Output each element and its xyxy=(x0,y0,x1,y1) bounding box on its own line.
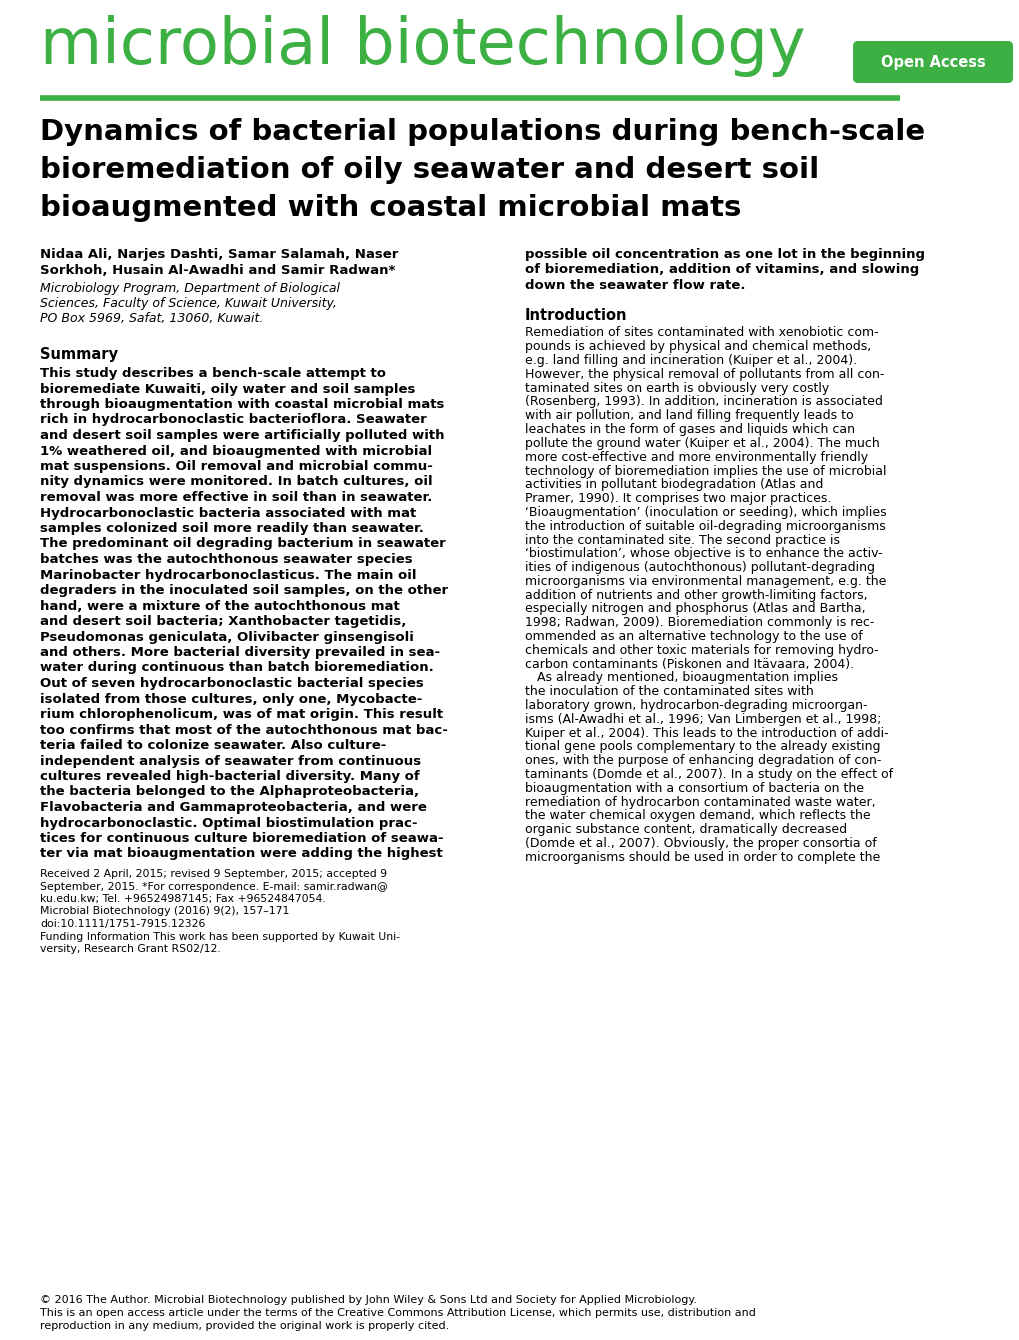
Text: bioaugmentation with a consortium of bacteria on the: bioaugmentation with a consortium of bac… xyxy=(525,783,863,795)
Text: with air pollution, and land filling frequently leads to: with air pollution, and land filling fre… xyxy=(525,409,853,422)
Text: removal was more effective in soil than in seawater.: removal was more effective in soil than … xyxy=(40,490,432,504)
Text: the inoculation of the contaminated sites with: the inoculation of the contaminated site… xyxy=(525,685,813,698)
Text: Summary: Summary xyxy=(40,347,118,362)
Text: more cost-effective and more environmentally friendly: more cost-effective and more environment… xyxy=(525,450,867,464)
Text: As already mentioned, bioaugmentation implies: As already mentioned, bioaugmentation im… xyxy=(525,671,838,685)
Text: Microbiology Program, Department of Biological: Microbiology Program, Department of Biol… xyxy=(40,281,339,295)
Text: samples colonized soil more readily than seawater.: samples colonized soil more readily than… xyxy=(40,523,424,535)
Text: the introduction of suitable oil-degrading microorganisms: the introduction of suitable oil-degradi… xyxy=(525,520,884,533)
Text: PO Box 5969, Safat, 13060, Kuwait.: PO Box 5969, Safat, 13060, Kuwait. xyxy=(40,312,263,326)
Text: carbon contaminants (Piskonen and Itävaara, 2004).: carbon contaminants (Piskonen and Itävaa… xyxy=(525,658,853,671)
Text: This is an open access article under the terms of the Creative Commons Attributi: This is an open access article under the… xyxy=(40,1308,755,1319)
Text: especially nitrogen and phosphorus (Atlas and Bartha,: especially nitrogen and phosphorus (Atla… xyxy=(525,603,865,615)
Text: pounds is achieved by physical and chemical methods,: pounds is achieved by physical and chemi… xyxy=(525,340,870,354)
Text: versity, Research Grant RS02/12.: versity, Research Grant RS02/12. xyxy=(40,943,220,954)
Text: (Domde et al., 2007). Obviously, the proper consortia of: (Domde et al., 2007). Obviously, the pro… xyxy=(525,838,876,850)
Text: © 2016 The Author. Microbial Biotechnology published by John Wiley & Sons Ltd an: © 2016 The Author. Microbial Biotechnolo… xyxy=(40,1294,696,1305)
Text: microorganisms should be used in order to complete the: microorganisms should be used in order t… xyxy=(525,851,879,864)
Text: ‘Bioaugmentation’ (inoculation or seeding), which implies: ‘Bioaugmentation’ (inoculation or seedin… xyxy=(525,507,886,519)
Text: Nidaa Ali, Narjes Dashti, Samar Salamah, Naser: Nidaa Ali, Narjes Dashti, Samar Salamah,… xyxy=(40,248,398,261)
Text: technology of bioremediation implies the use of microbial: technology of bioremediation implies the… xyxy=(525,465,886,477)
Text: However, the physical removal of pollutants from all con-: However, the physical removal of polluta… xyxy=(525,369,883,381)
Text: cultures revealed high-bacterial diversity. Many of: cultures revealed high-bacterial diversi… xyxy=(40,770,420,783)
Text: ‘biostimulation’, whose objective is to enhance the activ-: ‘biostimulation’, whose objective is to … xyxy=(525,547,881,560)
Text: Microbial Biotechnology (2016) 9(2), 157–171: Microbial Biotechnology (2016) 9(2), 157… xyxy=(40,906,289,917)
Text: teria failed to colonize seawater. Also culture-: teria failed to colonize seawater. Also … xyxy=(40,738,386,752)
Text: Marinobacter hydrocarbonoclasticus. The main oil: Marinobacter hydrocarbonoclasticus. The … xyxy=(40,568,416,582)
Text: Sorkhoh, Husain Al-Awadhi and Samir Radwan*: Sorkhoh, Husain Al-Awadhi and Samir Radw… xyxy=(40,264,395,277)
Text: isms (Al-Awadhi et al., 1996; Van Limbergen et al., 1998;: isms (Al-Awadhi et al., 1996; Van Limber… xyxy=(525,713,880,726)
Text: isolated from those cultures, only one, Mycobacte-: isolated from those cultures, only one, … xyxy=(40,693,422,705)
Text: and desert soil samples were artificially polluted with: and desert soil samples were artificiall… xyxy=(40,429,444,442)
Text: organic substance content, dramatically decreased: organic substance content, dramatically … xyxy=(525,823,847,836)
Text: through bioaugmentation with coastal microbial mats: through bioaugmentation with coastal mic… xyxy=(40,398,444,411)
Text: taminated sites on earth is obviously very costly: taminated sites on earth is obviously ve… xyxy=(525,382,828,395)
Text: pollute the ground water (Kuiper et al., 2004). The much: pollute the ground water (Kuiper et al.,… xyxy=(525,437,878,450)
Text: Received 2 April, 2015; revised 9 September, 2015; accepted 9: Received 2 April, 2015; revised 9 Septem… xyxy=(40,870,387,879)
Text: 1998; Radwan, 2009). Bioremediation commonly is rec-: 1998; Radwan, 2009). Bioremediation comm… xyxy=(525,616,873,630)
Text: tices for continuous culture bioremediation of seawa-: tices for continuous culture bioremediat… xyxy=(40,832,443,846)
Text: chemicals and other toxic materials for removing hydro-: chemicals and other toxic materials for … xyxy=(525,645,877,657)
Text: Kuiper et al., 2004). This leads to the introduction of addi-: Kuiper et al., 2004). This leads to the … xyxy=(525,726,888,740)
Text: activities in pollutant biodegradation (Atlas and: activities in pollutant biodegradation (… xyxy=(525,478,822,492)
Text: Pseudomonas geniculata, Olivibacter ginsengisoli: Pseudomonas geniculata, Olivibacter gins… xyxy=(40,631,414,643)
Text: hydrocarbonoclastic. Optimal biostimulation prac-: hydrocarbonoclastic. Optimal biostimulat… xyxy=(40,816,417,829)
Text: and others. More bacterial diversity prevailed in sea-: and others. More bacterial diversity pre… xyxy=(40,646,439,659)
Text: rium chlorophenolicum, was of mat origin. This result: rium chlorophenolicum, was of mat origin… xyxy=(40,708,442,721)
Text: Introduction: Introduction xyxy=(525,308,627,323)
Text: the bacteria belonged to the Alphaproteobacteria,: the bacteria belonged to the Alphaproteo… xyxy=(40,785,419,799)
Text: remediation of hydrocarbon contaminated waste water,: remediation of hydrocarbon contaminated … xyxy=(525,796,874,809)
Text: ter via mat bioaugmentation were adding the highest: ter via mat bioaugmentation were adding … xyxy=(40,847,442,860)
Text: e.g. land filling and incineration (Kuiper et al., 2004).: e.g. land filling and incineration (Kuip… xyxy=(525,354,856,367)
Text: possible oil concentration as one lot in the beginning: possible oil concentration as one lot in… xyxy=(525,248,924,261)
Text: ones, with the purpose of enhancing degradation of con-: ones, with the purpose of enhancing degr… xyxy=(525,754,880,768)
Text: independent analysis of seawater from continuous: independent analysis of seawater from co… xyxy=(40,754,421,768)
FancyBboxPatch shape xyxy=(852,42,1012,83)
Text: ku.edu.kw; Tel. +96524987145; Fax +96524847054.: ku.edu.kw; Tel. +96524987145; Fax +96524… xyxy=(40,894,325,905)
Text: microorganisms via environmental management, e.g. the: microorganisms via environmental managem… xyxy=(525,575,886,588)
Text: bioremediation of oily seawater and desert soil: bioremediation of oily seawater and dese… xyxy=(40,155,818,184)
Text: laboratory grown, hydrocarbon-degrading microorgan-: laboratory grown, hydrocarbon-degrading … xyxy=(525,699,866,712)
Text: down the seawater flow rate.: down the seawater flow rate. xyxy=(525,279,745,292)
Text: nity dynamics were monitored. In batch cultures, oil: nity dynamics were monitored. In batch c… xyxy=(40,476,432,489)
Text: Funding Information This work has been supported by Kuwait Uni-: Funding Information This work has been s… xyxy=(40,931,399,942)
Text: 1% weathered oil, and bioaugmented with microbial: 1% weathered oil, and bioaugmented with … xyxy=(40,445,432,457)
Text: Hydrocarbonoclastic bacteria associated with mat: Hydrocarbonoclastic bacteria associated … xyxy=(40,507,416,520)
Text: reproduction in any medium, provided the original work is properly cited.: reproduction in any medium, provided the… xyxy=(40,1321,448,1331)
Text: Flavobacteria and Gammaproteobacteria, and were: Flavobacteria and Gammaproteobacteria, a… xyxy=(40,801,427,813)
Text: This study describes a bench-scale attempt to: This study describes a bench-scale attem… xyxy=(40,367,385,381)
Text: September, 2015. *For correspondence. E-mail: samir.radwan@: September, 2015. *For correspondence. E-… xyxy=(40,882,387,891)
Text: tional gene pools complementary to the already existing: tional gene pools complementary to the a… xyxy=(525,741,879,753)
Text: Out of seven hydrocarbonoclastic bacterial species: Out of seven hydrocarbonoclastic bacteri… xyxy=(40,677,423,690)
Text: addition of nutrients and other growth-limiting factors,: addition of nutrients and other growth-l… xyxy=(525,588,867,602)
Text: mat suspensions. Oil removal and microbial commu-: mat suspensions. Oil removal and microbi… xyxy=(40,460,432,473)
Text: too confirms that most of the autochthonous mat bac-: too confirms that most of the autochthon… xyxy=(40,724,447,737)
Text: and desert soil bacteria; Xanthobacter tagetidis,: and desert soil bacteria; Xanthobacter t… xyxy=(40,615,406,628)
Text: Dynamics of bacterial populations during bench-scale: Dynamics of bacterial populations during… xyxy=(40,118,924,146)
Text: water during continuous than batch bioremediation.: water during continuous than batch biore… xyxy=(40,662,433,674)
Text: hand, were a mixture of the autochthonous mat: hand, were a mixture of the autochthonou… xyxy=(40,599,399,612)
Text: ommended as an alternative technology to the use of: ommended as an alternative technology to… xyxy=(525,630,862,643)
Text: Sciences, Faculty of Science, Kuwait University,: Sciences, Faculty of Science, Kuwait Uni… xyxy=(40,297,336,310)
Text: microbial biotechnology: microbial biotechnology xyxy=(40,15,805,76)
Text: Open Access: Open Access xyxy=(879,55,984,70)
Text: doi:10.1111/1751-7915.12326: doi:10.1111/1751-7915.12326 xyxy=(40,919,205,929)
Text: The predominant oil degrading bacterium in seawater: The predominant oil degrading bacterium … xyxy=(40,537,445,551)
Text: Pramer, 1990). It comprises two major practices.: Pramer, 1990). It comprises two major pr… xyxy=(525,492,830,505)
Text: bioaugmented with coastal microbial mats: bioaugmented with coastal microbial mats xyxy=(40,194,741,222)
Text: the water chemical oxygen demand, which reflects the: the water chemical oxygen demand, which … xyxy=(525,809,870,823)
Text: leachates in the form of gases and liquids which can: leachates in the form of gases and liqui… xyxy=(525,423,854,436)
Text: bioremediate Kuwaiti, oily water and soil samples: bioremediate Kuwaiti, oily water and soi… xyxy=(40,382,415,395)
Text: degraders in the inoculated soil samples, on the other: degraders in the inoculated soil samples… xyxy=(40,584,447,598)
Text: (Rosenberg, 1993). In addition, incineration is associated: (Rosenberg, 1993). In addition, incinera… xyxy=(525,395,882,409)
Text: taminants (Domde et al., 2007). In a study on the effect of: taminants (Domde et al., 2007). In a stu… xyxy=(525,768,893,781)
Text: ities of indigenous (autochthonous) pollutant-degrading: ities of indigenous (autochthonous) poll… xyxy=(525,561,874,574)
Text: batches was the autochthonous seawater species: batches was the autochthonous seawater s… xyxy=(40,553,413,565)
Text: Remediation of sites contaminated with xenobiotic com-: Remediation of sites contaminated with x… xyxy=(525,327,877,339)
Text: rich in hydrocarbonoclastic bacterioflora. Seawater: rich in hydrocarbonoclastic bacterioflor… xyxy=(40,414,426,426)
Text: of bioremediation, addition of vitamins, and slowing: of bioremediation, addition of vitamins,… xyxy=(525,264,918,276)
Text: into the contaminated site. The second practice is: into the contaminated site. The second p… xyxy=(525,533,840,547)
